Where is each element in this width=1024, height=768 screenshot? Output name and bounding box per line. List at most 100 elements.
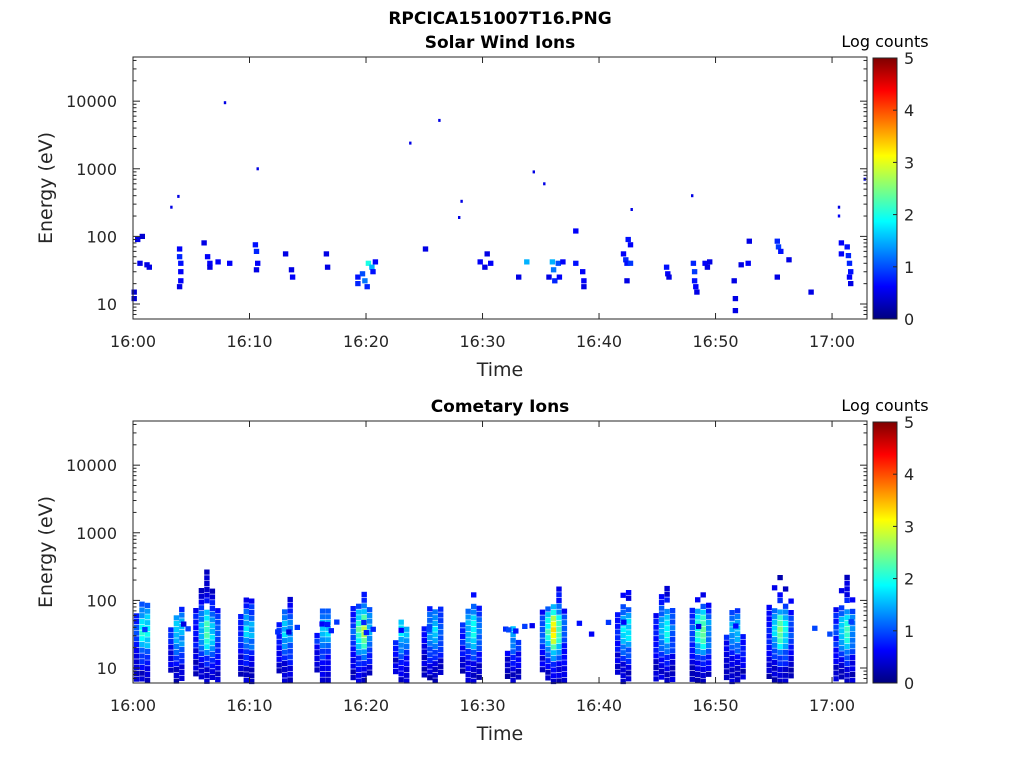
heatmap-cell <box>573 228 579 234</box>
heatmap-cell <box>734 613 741 620</box>
heatmap-cell <box>658 599 665 605</box>
heatmap-cell <box>700 626 706 632</box>
heatmap-cell <box>421 637 427 643</box>
heatmap-cell <box>782 661 789 667</box>
heatmap-cell <box>350 634 356 640</box>
heatmap-cell <box>838 588 845 594</box>
heatmap-cell <box>131 296 137 302</box>
heatmap-cell <box>615 635 621 641</box>
heatmap-cell <box>700 655 706 661</box>
heatmap-cell <box>664 620 670 626</box>
heatmap-cell <box>139 624 145 630</box>
heatmap-cell <box>361 597 367 603</box>
heatmap-cell <box>545 669 551 675</box>
heatmap-cell <box>476 645 482 652</box>
heatmap-cell <box>513 628 519 634</box>
heatmap-cell <box>766 610 772 616</box>
heatmap-cell <box>238 642 244 648</box>
heatmap-cell <box>766 668 772 674</box>
heatmap-cell <box>432 615 438 621</box>
heatmap-cell <box>256 167 259 171</box>
heatmap-cell <box>173 678 180 684</box>
heatmap-cell <box>421 672 427 678</box>
heatmap-cell <box>144 637 151 643</box>
heatmap-cell <box>471 609 477 615</box>
heatmap-cell <box>460 622 466 628</box>
heatmap-cell <box>690 260 697 266</box>
heatmap-cell <box>198 605 205 611</box>
heatmap-cell <box>179 670 185 676</box>
heatmap-cell <box>695 643 701 649</box>
heatmap-cell <box>625 613 632 619</box>
heatmap-cell <box>556 678 562 684</box>
heatmap-cell <box>734 631 741 637</box>
y-axis-label: Energy (eV) <box>35 496 57 608</box>
y-tick-label: 10000 <box>66 456 117 475</box>
heatmap-cell <box>176 246 183 252</box>
heatmap-cell <box>287 665 293 671</box>
heatmap-cell <box>844 655 850 661</box>
heatmap-cell <box>198 668 205 674</box>
heatmap-cell <box>334 619 340 625</box>
heatmap-cell <box>664 666 670 672</box>
heatmap-cell <box>625 595 632 601</box>
heatmap-cell <box>844 632 850 638</box>
heatmap-cell <box>179 635 185 641</box>
heatmap-cell <box>460 639 466 645</box>
heatmap-cell <box>625 647 632 653</box>
heatmap-cell <box>173 621 180 627</box>
heatmap-cell <box>561 631 568 637</box>
heatmap-cell <box>482 264 488 270</box>
heatmap-cell <box>766 627 772 633</box>
heatmap-cell <box>706 660 712 666</box>
heatmap-cell <box>359 271 366 277</box>
heatmap-cell <box>193 642 199 648</box>
heatmap-cell <box>144 671 151 677</box>
heatmap-cell <box>356 644 362 650</box>
heatmap-cell <box>350 646 356 652</box>
heatmap-cell <box>404 632 410 638</box>
heatmap-cell <box>366 653 373 659</box>
heatmap-cell <box>465 648 471 655</box>
heatmap-cell <box>139 647 145 653</box>
heatmap-cell <box>243 637 249 643</box>
heatmap-cell <box>550 655 557 662</box>
heatmap-cell <box>550 667 557 673</box>
heatmap-cell <box>238 631 244 637</box>
heatmap-cell <box>209 623 216 629</box>
heatmap-cell <box>729 673 735 679</box>
heatmap-cell <box>532 170 535 174</box>
heatmap-cell <box>276 645 282 651</box>
y-axis-label: Energy (eV) <box>35 132 57 244</box>
heatmap-cell <box>729 627 735 633</box>
heatmap-cell <box>844 574 850 580</box>
x-tick-label: 16:00 <box>110 332 156 351</box>
heatmap-cell <box>144 602 151 608</box>
heatmap-cell <box>625 624 632 630</box>
heatmap-cell <box>669 676 676 683</box>
heatmap-cell <box>204 644 210 650</box>
heatmap-cell <box>746 238 752 244</box>
heatmap-cell <box>432 655 438 661</box>
heatmap-cell <box>361 666 367 672</box>
heatmap-cell <box>193 631 199 637</box>
heatmap-cell <box>476 634 482 640</box>
heatmap-cell <box>700 621 706 627</box>
heatmap-cell <box>249 598 255 604</box>
heatmap-cell <box>788 661 794 667</box>
colorbar-tick-label: 5 <box>904 49 914 68</box>
heatmap-cell <box>689 665 695 671</box>
heatmap-cell <box>700 678 706 684</box>
heatmap-cell <box>766 650 772 656</box>
heatmap-cell <box>398 619 404 625</box>
heatmap-cell <box>782 638 789 644</box>
heatmap-cell <box>198 651 205 657</box>
heatmap-cell <box>539 655 546 661</box>
heatmap-cell <box>144 677 151 683</box>
heatmap-cell <box>282 643 288 649</box>
heatmap-cell <box>133 619 140 625</box>
heatmap-cell <box>777 655 783 661</box>
heatmap-cell <box>319 665 326 672</box>
heatmap-cell <box>732 308 739 314</box>
heatmap-cell <box>771 585 778 591</box>
